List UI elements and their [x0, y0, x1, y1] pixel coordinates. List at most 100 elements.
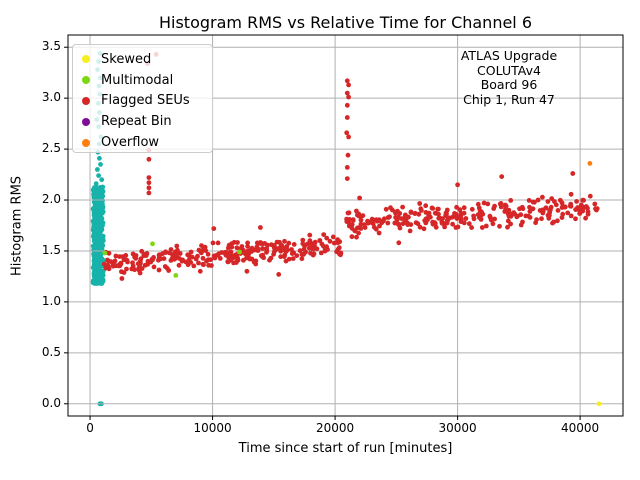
scatter-point [387, 214, 392, 220]
scatter-point [121, 270, 127, 275]
scatter-point [475, 212, 481, 218]
scatter-point [99, 274, 105, 280]
scatter-point [113, 263, 119, 269]
scatter-point [454, 216, 460, 222]
scatter-point [393, 210, 398, 216]
scatter-point [487, 215, 493, 220]
scatter-point [458, 213, 464, 219]
scatter-point [498, 204, 504, 210]
scatter-point [344, 102, 350, 108]
x-tick-label: 0 [86, 421, 94, 435]
scatter-point [508, 198, 514, 203]
legend-label: Flagged SEUs [101, 93, 190, 109]
scatter-point [527, 204, 532, 210]
scatter-point [587, 161, 593, 166]
scatter-point [278, 254, 284, 260]
scatter-point [344, 165, 350, 170]
scatter-point [239, 244, 245, 249]
scatter-point [505, 224, 510, 230]
scatter-point [355, 212, 360, 218]
scatter-point [527, 215, 533, 220]
scatter-point [518, 212, 524, 218]
scatter-point [228, 253, 234, 259]
scatter-point [413, 220, 419, 226]
scatter-point [274, 239, 280, 245]
scatter-point [96, 173, 101, 179]
scatter-point [146, 180, 152, 186]
scatter-point [422, 218, 428, 224]
scatter-point [442, 224, 447, 230]
y-tick-label: 3.0 [41, 90, 61, 105]
scatter-point [94, 242, 99, 248]
scatter-point [234, 245, 240, 251]
scatter-point [210, 240, 216, 246]
scatter-point [517, 206, 522, 212]
scatter-point [269, 242, 274, 248]
scatter-point [223, 252, 229, 258]
scatter-point [235, 240, 240, 245]
scatter-point [99, 206, 105, 212]
scatter-point [491, 206, 497, 211]
scatter-point [548, 207, 553, 213]
scatter-point [492, 216, 497, 222]
scatter-point [321, 232, 327, 238]
scatter-point [514, 214, 520, 220]
scatter-point [376, 217, 382, 223]
scatter-point [453, 225, 459, 230]
scatter-point [490, 221, 496, 227]
scatter-point [173, 273, 179, 278]
scatter-point [454, 204, 459, 210]
scatter-point [581, 205, 587, 210]
skewed-marker-icon [82, 55, 90, 64]
x-tick-label: 10000 [193, 421, 232, 435]
scatter-point [485, 201, 491, 207]
scatter-point [499, 174, 505, 180]
scatter-point [99, 200, 105, 205]
scatter-point [587, 193, 593, 199]
plot-border [67, 34, 624, 417]
scatter-point [307, 238, 313, 244]
scatter-point [322, 247, 328, 253]
scatter-point [255, 246, 261, 252]
scatter-point [163, 249, 169, 255]
scatter-point [553, 202, 559, 208]
scatter-point [354, 234, 359, 240]
scatter-point [137, 262, 143, 267]
scatter-point [349, 234, 355, 240]
scatter-point [457, 207, 463, 213]
scatter-point [397, 225, 403, 231]
legend-label: Multimodal [101, 72, 174, 88]
scatter-point [535, 197, 541, 203]
scatter-point [286, 256, 292, 262]
scatter-point [94, 281, 100, 286]
scatter-point [123, 253, 129, 258]
scatter-point [171, 256, 177, 262]
scatter-point [213, 253, 219, 258]
scatter-point [592, 201, 598, 207]
scatter-point [244, 268, 250, 274]
scatter-point [408, 210, 414, 215]
annotation-line: Chip 1, Run 47 [463, 91, 555, 107]
scatter-point [151, 264, 157, 270]
scatter-point [367, 220, 373, 225]
annotation: ATLAS Upgrade COLUTAv4 Board 96 Chip 1, … [450, 48, 568, 107]
scatter-point [197, 268, 203, 274]
scatter-point [200, 261, 206, 267]
scatter-point [261, 255, 266, 261]
scatter-point [574, 206, 580, 212]
scatter-point [423, 203, 429, 209]
scatter-point [433, 224, 439, 230]
scatter-point [381, 216, 387, 222]
scatter-point [508, 221, 513, 227]
scatter-point [299, 256, 305, 262]
scatter-point [95, 269, 101, 275]
scatter-point [346, 210, 352, 216]
scatter-point [344, 90, 350, 96]
scatter-point [174, 253, 179, 258]
y-tick-label: 1.0 [41, 293, 61, 308]
legend-item-multimodal: Multimodal [82, 70, 212, 91]
scatter-point [282, 252, 288, 258]
scatter-point [95, 264, 101, 270]
scatter-point [349, 225, 355, 231]
